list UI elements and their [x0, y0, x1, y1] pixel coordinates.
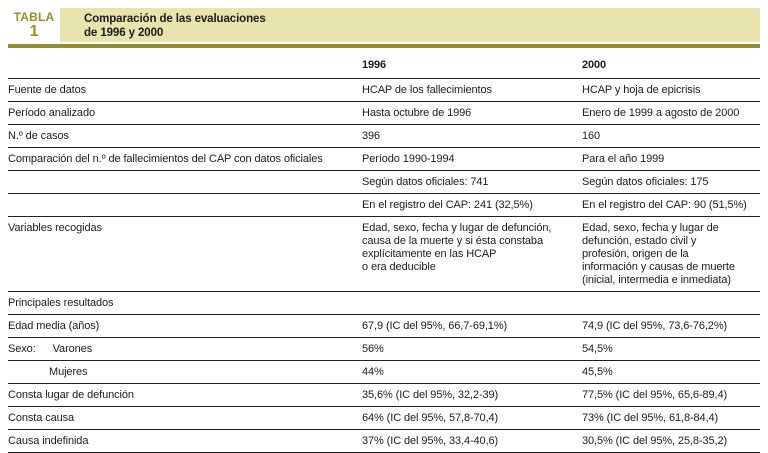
- value-1996: Edad, sexo, fecha y lugar de defunción, …: [362, 216, 582, 292]
- row-label: Período analizado: [8, 101, 362, 125]
- value-1996: Según datos oficiales: 741: [362, 170, 582, 194]
- value-2000: Según datos oficiales: 175: [582, 170, 760, 194]
- row-label-sub: Varones: [52, 343, 93, 355]
- row-label: Variables recogidas: [8, 216, 362, 292]
- value-2000: 45,5%: [582, 360, 760, 384]
- row-label-prefix: Sexo:: [8, 343, 36, 355]
- row-label: Consta lugar de defunción: [8, 383, 362, 407]
- column-header-empty: [8, 52, 362, 79]
- value-1996: 35,6% (IC del 95%, 32,2-39): [362, 383, 582, 407]
- value-2000: 74,9 (IC del 95%, 73,6-76,2%): [582, 314, 760, 338]
- value-1996: 64% (IC del 95%, 57,8-70,4): [362, 406, 582, 430]
- table-row: Según datos oficiales: 741 Según datos o…: [8, 170, 760, 194]
- table-row: Sexo: Varones 56% 54,5%: [8, 337, 760, 361]
- row-label: Edad media (años): [8, 314, 362, 338]
- value-1996: 396: [362, 124, 582, 148]
- value-1996: HCAP de los fallecimientos: [362, 78, 582, 102]
- table-row: Causa indefinida 37% (IC del 95%, 33,4-4…: [8, 429, 760, 453]
- value-1996: 56%: [362, 337, 582, 361]
- table-row: Período analizado Hasta octubre de 1996 …: [8, 101, 760, 125]
- table-row: Mujeres 44% 45,5%: [8, 360, 760, 384]
- row-label: Mujeres: [8, 360, 362, 384]
- value-2000: HCAP y hoja de epicrisis: [582, 78, 760, 102]
- value-2000: [582, 291, 760, 315]
- row-label: N.º de casos: [8, 124, 362, 148]
- table-row: En el registro del CAP: 241 (32,5%) En e…: [8, 193, 760, 217]
- table-row: Edad media (años) 67,9 (IC del 95%, 66,7…: [8, 314, 760, 338]
- table-label: TABLA: [13, 10, 55, 24]
- value-2000: Para el año 1999: [582, 147, 760, 171]
- column-header-1996: 1996: [362, 52, 582, 79]
- table-label-badge: TABLA 1: [8, 8, 60, 42]
- table-title: Comparación de las evaluaciones de 1996 …: [60, 8, 760, 42]
- table-row: Fuente de datos HCAP de los fallecimient…: [8, 78, 760, 102]
- table-section-row: Principales resultados: [8, 291, 760, 315]
- table-header: TABLA 1 Comparación de las evaluaciones …: [8, 8, 760, 42]
- value-2000: 30,5% (IC del 95%, 25,8-35,2): [582, 429, 760, 453]
- row-label: Causa indefinida: [8, 429, 362, 453]
- table-row: Consta lugar de defunción 35,6% (IC del …: [8, 383, 760, 407]
- row-label: Sexo: Varones: [8, 337, 362, 361]
- column-header-2000: 2000: [582, 52, 760, 79]
- value-2000: Enero de 1999 a agosto de 2000: [582, 101, 760, 125]
- value-1996: Período 1990-1994: [362, 147, 582, 171]
- row-label: Fuente de datos: [8, 78, 362, 102]
- value-1996: 44%: [362, 360, 582, 384]
- table-row: N.º de casos 396 160: [8, 124, 760, 148]
- value-2000: Edad, sexo, fecha y lugar de defunción, …: [582, 216, 760, 292]
- value-2000: 77,5% (IC del 95%, 65,6-89,4): [582, 383, 760, 407]
- header-divider-rule: [8, 44, 760, 48]
- value-2000: 160: [582, 124, 760, 148]
- value-2000: 54,5%: [582, 337, 760, 361]
- table-row: Variables recogidas Edad, sexo, fecha y …: [8, 216, 760, 292]
- value-1996: En el registro del CAP: 241 (32,5%): [362, 193, 582, 217]
- value-1996: [362, 291, 582, 315]
- row-label: Consta causa: [8, 406, 362, 430]
- value-1996: 37% (IC del 95%, 33,4-40,6): [362, 429, 582, 453]
- value-1996: 67,9 (IC del 95%, 66,7-69,1%): [362, 314, 582, 338]
- row-label: [8, 170, 362, 194]
- column-header-row: 1996 2000: [8, 52, 760, 79]
- row-label: [8, 193, 362, 217]
- value-1996: Hasta octubre de 1996: [362, 101, 582, 125]
- comparison-table: 1996 2000 Fuente de datos HCAP de los fa…: [8, 52, 760, 453]
- section-label: Principales resultados: [8, 291, 362, 315]
- table-number: 1: [29, 22, 39, 40]
- value-2000: En el registro del CAP: 90 (51,5%): [582, 193, 760, 217]
- table-row: Comparación del n.º de fallecimientos de…: [8, 147, 760, 171]
- value-2000: 73% (IC del 95%, 61,8-84,4): [582, 406, 760, 430]
- table-row: Consta causa 64% (IC del 95%, 57,8-70,4)…: [8, 406, 760, 430]
- row-label: Comparación del n.º de fallecimientos de…: [8, 147, 362, 171]
